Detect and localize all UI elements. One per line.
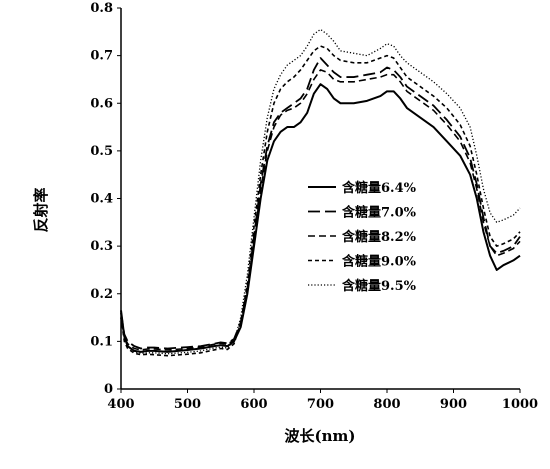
x-tick-label: 500	[174, 397, 201, 412]
series-line-1	[120, 83, 521, 353]
y-tick-label: 0.5	[90, 144, 113, 159]
x-tick-label: 400	[107, 397, 134, 412]
x-tick-label: 800	[373, 397, 400, 412]
y-tick-label: 0.1	[90, 334, 113, 349]
legend-label-1: 含糖量6.4%	[341, 180, 417, 196]
series-line-2	[120, 57, 521, 350]
x-tick-label: 900	[440, 397, 467, 412]
y-tick-label: 0.7	[90, 49, 113, 64]
legend-label-2: 含糖量7.0%	[341, 205, 417, 221]
y-tick-label: 0.8	[90, 1, 113, 16]
y-tick-label: 0	[104, 382, 113, 397]
legend-label-5: 含糖量9.5%	[341, 278, 417, 294]
series-line-5	[120, 28, 521, 355]
y-axis-title: 反射率	[32, 187, 50, 232]
y-tick-label: 0.2	[90, 287, 113, 302]
x-tick-label: 700	[307, 397, 334, 412]
x-tick-label: 600	[240, 397, 267, 412]
x-axis-title: 波长(nm)	[285, 427, 356, 445]
legend: 含糖量6.4% 含糖量7.0% 含糖量8.2% 含糖量9.0% 含糖量9.5%	[308, 180, 417, 294]
series-layer	[120, 28, 521, 357]
series-line-3	[120, 69, 521, 351]
y-tick-label: 0.6	[90, 96, 113, 111]
axes: 0 0.1 0.2 0.3 0.4 0.5 0.6 0.7 0.8 400 500 600 700 800…	[90, 1, 538, 412]
legend-label-4: 含糖量9.0%	[341, 254, 417, 270]
legend-label-3: 含糖量8.2%	[341, 229, 417, 245]
series-line-4	[120, 45, 521, 357]
y-tick-label: 0.3	[90, 239, 113, 254]
y-tick-label: 0.4	[90, 192, 113, 207]
x-tick-label: 1000	[502, 397, 538, 412]
